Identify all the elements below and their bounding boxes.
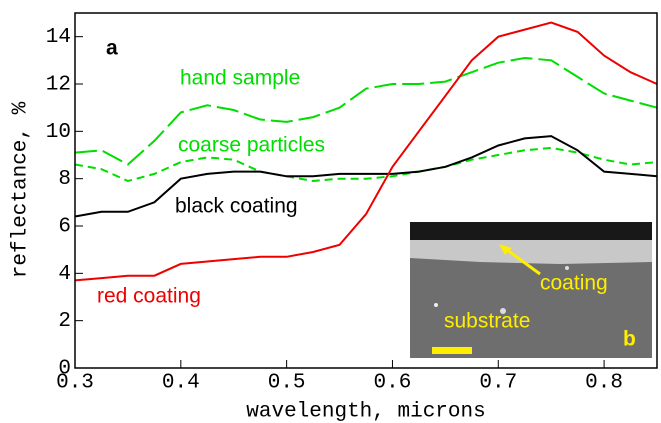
y-tick-label: 14 (46, 26, 71, 49)
x-tick-label: 0.7 (479, 372, 517, 395)
x-axis-label: wavelength, microns (246, 401, 485, 423)
y-tick-label: 12 (46, 74, 71, 97)
line-series (75, 136, 657, 216)
x-tick-label: 0.6 (374, 372, 412, 395)
series-label: red coating (97, 285, 201, 308)
inset-image: coating substrate b (410, 222, 652, 358)
inset-top (410, 222, 652, 240)
series-label: hand sample (180, 67, 300, 90)
series-label: black coating (175, 195, 298, 218)
y-tick-label: 8 (58, 168, 71, 191)
panel-label: a (106, 37, 118, 60)
x-tick-label: 0.4 (162, 372, 200, 395)
inset-label: substrate (444, 310, 530, 333)
line-series (75, 148, 657, 181)
y-axis-label: reflectance, % (10, 101, 33, 278)
y-tick-label: 2 (58, 310, 71, 333)
chart: coating substrate b a wavelength, micron… (0, 0, 661, 423)
x-tick-label: 0.5 (268, 372, 306, 395)
inset-speck (434, 303, 438, 307)
y-tick-label: 4 (58, 263, 71, 286)
inset-speck (565, 266, 569, 270)
y-tick-label: 0 (58, 358, 71, 381)
series-label: coarse particles (178, 134, 325, 157)
line-series (75, 58, 657, 165)
x-tick-label: 0.8 (585, 372, 623, 395)
inset-label: coating (540, 272, 608, 295)
scale-bar (432, 347, 472, 354)
inset-label: b (623, 328, 636, 351)
y-tick-label: 10 (46, 121, 71, 144)
y-tick-label: 6 (58, 216, 71, 239)
